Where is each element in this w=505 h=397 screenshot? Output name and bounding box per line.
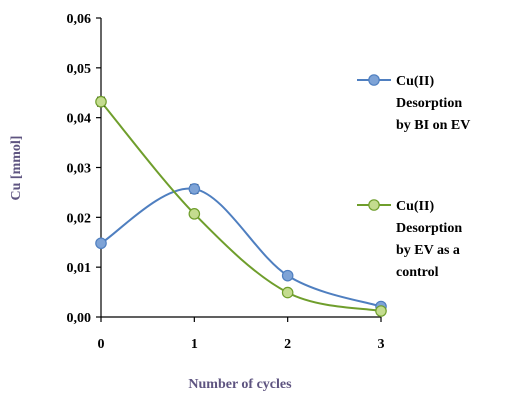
x-axis-title: Number of cycles bbox=[188, 377, 292, 392]
legend-1-label: Desorption bbox=[396, 96, 462, 111]
series-1-point bbox=[281, 269, 294, 282]
legend-2-label: by EV as a bbox=[396, 243, 460, 258]
legend-2-label: Desorption bbox=[396, 221, 462, 236]
series-1-line bbox=[100, 187, 382, 308]
x-tick-label: 3 bbox=[378, 337, 385, 352]
legend-1-label: by BI on EV bbox=[396, 118, 470, 133]
y-tick-label: 0,00 bbox=[67, 311, 92, 326]
series-2-point bbox=[95, 95, 107, 108]
y-tick-label: 0,05 bbox=[67, 62, 92, 77]
legend-2-marker bbox=[368, 199, 380, 211]
series-2-point bbox=[375, 305, 387, 317]
y-tick-label: 0,04 bbox=[67, 112, 92, 127]
y-tick-label: 0,02 bbox=[67, 211, 92, 226]
plot-area: 0,00 0,01 0,02 0,03 0,04 0,05 0,06 0 1 2 3 bbox=[67, 12, 387, 352]
x-tick-label: 1 bbox=[191, 337, 198, 352]
x-tick-label: 2 bbox=[284, 337, 291, 352]
x-tick-label: 0 bbox=[98, 337, 105, 352]
series-2-point bbox=[188, 208, 201, 220]
series-1-point bbox=[95, 237, 107, 250]
series-2-line bbox=[100, 101, 382, 313]
legend-1-label: Cu(II) bbox=[396, 74, 434, 89]
legend-1-marker bbox=[368, 74, 380, 86]
legend-2-label: control bbox=[396, 265, 439, 280]
series-2-point bbox=[281, 286, 294, 299]
y-axis-title: Cu [mmol] bbox=[9, 136, 24, 201]
y-tick-label: 0,06 bbox=[67, 12, 92, 27]
legend: Cu(II) Desorption by BI on EV Cu(II) Desorpt… bbox=[357, 74, 470, 280]
y-tick-label: 0,03 bbox=[67, 162, 92, 177]
series-1-point bbox=[188, 183, 201, 195]
legend-2-label: Cu(II) bbox=[396, 199, 434, 214]
y-tick-label: 0,01 bbox=[67, 261, 92, 276]
